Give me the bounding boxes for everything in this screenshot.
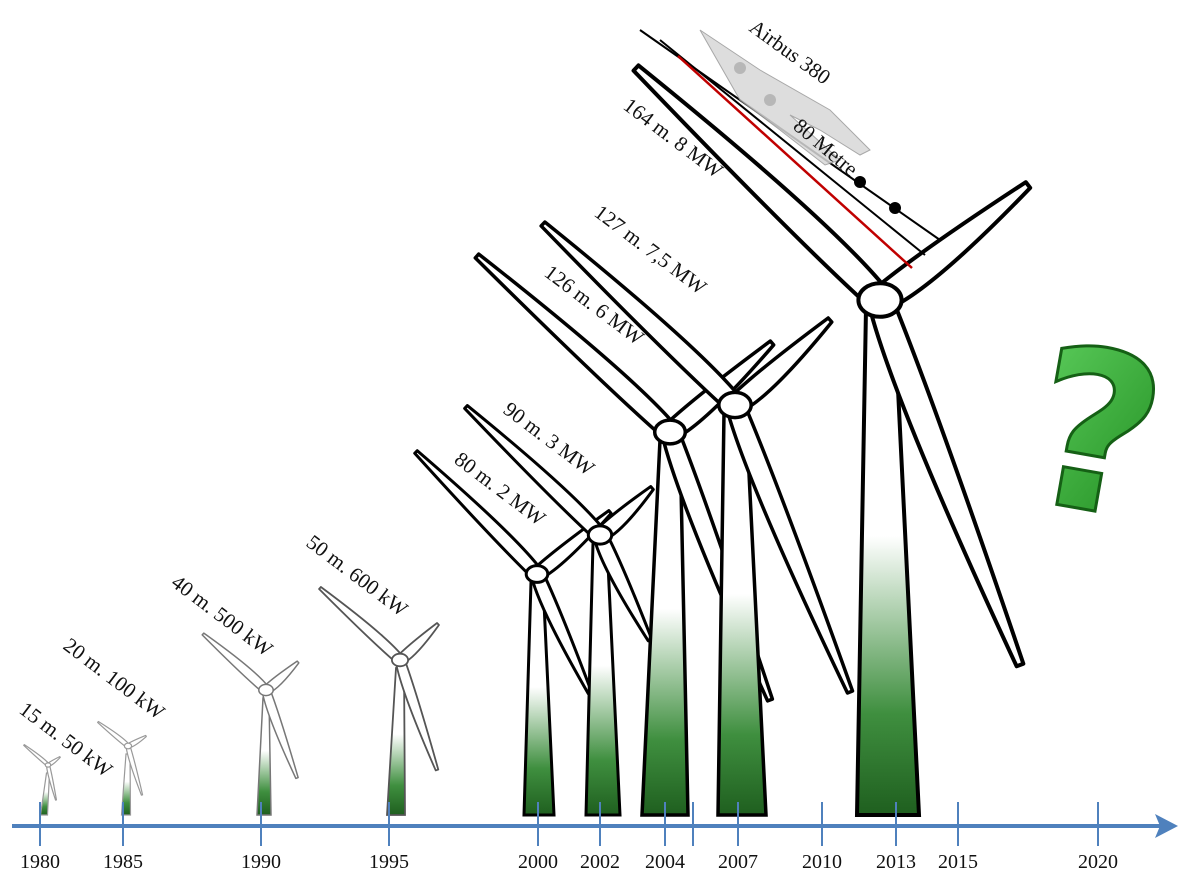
tower bbox=[39, 772, 51, 816]
blade bbox=[23, 744, 50, 767]
turbine-label: 20 m. 100 kW bbox=[59, 633, 170, 725]
year-label: 1995 bbox=[369, 851, 409, 873]
blade bbox=[394, 657, 440, 772]
turbine: 15 m. 50 kW bbox=[15, 697, 117, 816]
turbine-label: 15 m. 50 kW bbox=[15, 697, 117, 782]
plane bbox=[699, 29, 871, 166]
blade bbox=[413, 449, 543, 580]
hub bbox=[123, 742, 133, 750]
year-label: 2007 bbox=[718, 851, 758, 873]
hub bbox=[652, 418, 688, 446]
blade bbox=[318, 586, 404, 665]
blade bbox=[594, 485, 655, 542]
turbine: 164 m. 8 MW bbox=[619, 63, 1033, 817]
turbine-label: 50 m. 600 kW bbox=[302, 530, 413, 622]
blade bbox=[201, 632, 270, 694]
timeline: 1980 1985 1990 1995 2000 2002 2004 2007 2010 2013… bbox=[12, 802, 1178, 873]
blade bbox=[866, 293, 1026, 669]
blade bbox=[539, 220, 743, 414]
year-label: 1980 bbox=[20, 851, 60, 873]
turbine-label: 80 m. 2 MW bbox=[450, 447, 550, 531]
year-label: 1990 bbox=[241, 851, 281, 873]
blade bbox=[463, 404, 606, 542]
turbine: 20 m. 100 kW bbox=[59, 633, 170, 816]
year-label: 2013 bbox=[876, 851, 916, 873]
blade bbox=[396, 622, 440, 665]
year-label: 1985 bbox=[103, 851, 143, 873]
turbine: 40 m. 500 kW bbox=[167, 570, 300, 816]
question-mark: ? bbox=[1011, 297, 1181, 571]
blade bbox=[727, 316, 834, 414]
hub bbox=[258, 683, 274, 697]
turbine-label: 90 m. 3 MW bbox=[499, 397, 599, 481]
hub bbox=[390, 652, 409, 668]
scale-line bbox=[659, 39, 926, 256]
hub bbox=[44, 762, 52, 768]
blade bbox=[631, 63, 891, 311]
scale-line-red bbox=[677, 55, 913, 269]
timeline-arrow bbox=[1155, 814, 1178, 838]
blade bbox=[473, 252, 678, 441]
year-label: 2010 bbox=[802, 851, 842, 873]
year-label: 2002 bbox=[580, 851, 620, 873]
tower bbox=[386, 667, 406, 816]
year-label: 2000 bbox=[518, 851, 558, 873]
hub bbox=[524, 564, 550, 584]
blade bbox=[724, 399, 855, 695]
hub bbox=[856, 281, 904, 319]
year-label: 2020 bbox=[1078, 851, 1118, 873]
blade bbox=[45, 764, 58, 801]
blade bbox=[97, 720, 130, 749]
year-label: 2004 bbox=[645, 851, 685, 873]
hub bbox=[717, 390, 753, 420]
blade bbox=[261, 687, 299, 780]
year-label: 2015 bbox=[938, 851, 978, 873]
blade bbox=[870, 180, 1033, 312]
hub bbox=[586, 524, 614, 546]
blade bbox=[125, 744, 144, 796]
turbine: 80 m. 2 MW bbox=[413, 447, 613, 817]
blade bbox=[262, 660, 300, 694]
turbine: 50 m. 600 kW bbox=[302, 530, 440, 816]
